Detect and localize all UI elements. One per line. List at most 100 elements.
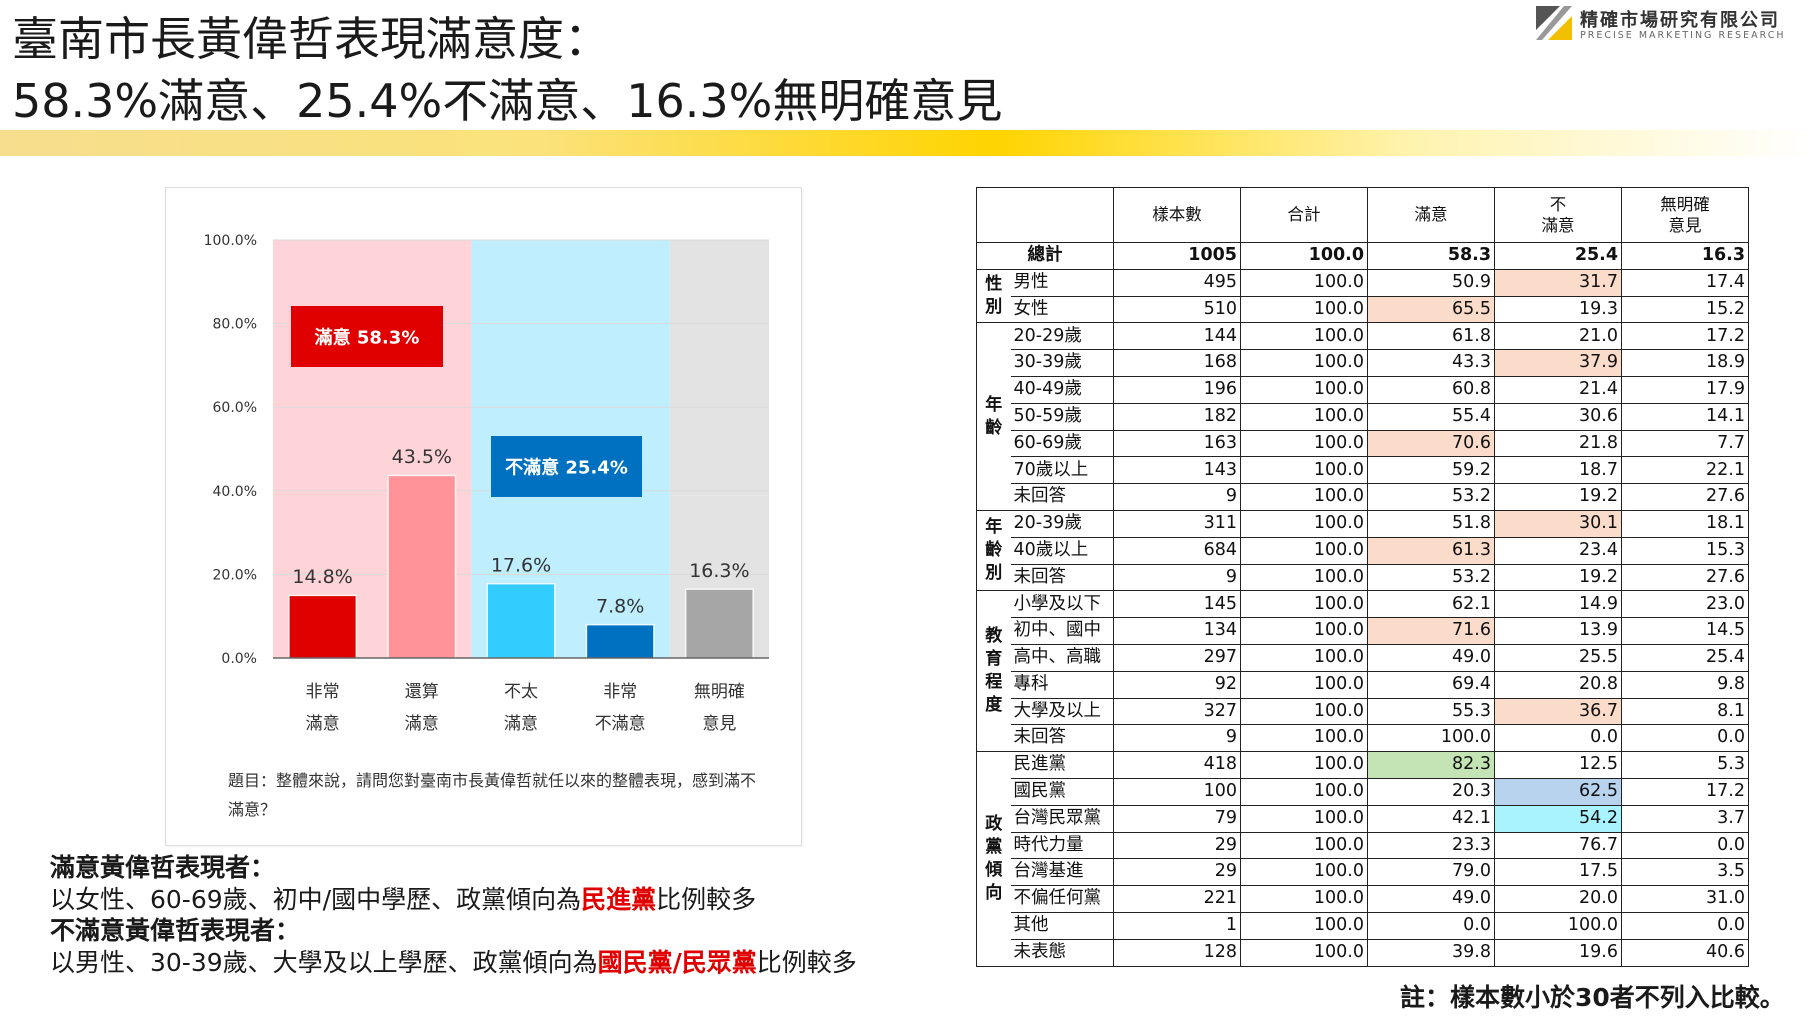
logo-company-name-en: PRECISE MARKETING RESEARCH — [1580, 30, 1786, 41]
y-tick-label-1: 20.0% — [213, 567, 257, 583]
row-label: 20-39歲 — [1010, 509, 1114, 538]
table-cell: 0.0 — [1494, 724, 1622, 753]
table-cell: 79.0 — [1367, 858, 1495, 887]
table-cell: 0.0 — [1621, 724, 1749, 753]
total-value-4: 16.3 — [1621, 242, 1749, 270]
table-cell: 20.0 — [1494, 885, 1622, 913]
table-cell: 27.6 — [1621, 563, 1749, 592]
table-cell: 49.0 — [1367, 643, 1495, 672]
bar-0 — [289, 596, 356, 658]
table-row: 30-39歲 168 100.0 43.3 37.9 18.9 — [977, 349, 1749, 377]
table-row: 50-59歲 182 100.0 55.4 30.6 14.1 — [977, 402, 1749, 431]
table-cell: 0.0 — [1621, 911, 1749, 940]
table-cell: 30.6 — [1494, 402, 1622, 431]
table-cell: 510 — [1113, 295, 1241, 324]
data-label-0: 14.8% — [292, 566, 352, 588]
table-cell: 144 — [1113, 322, 1241, 351]
row-label: 專科 — [1010, 670, 1114, 699]
row-label: 30-39歲 — [1010, 349, 1114, 377]
table-cell: 684 — [1113, 536, 1241, 565]
table-cell: 100.0 — [1240, 429, 1368, 458]
group-band-2 — [669, 240, 769, 658]
data-label-4: 16.3% — [689, 560, 749, 582]
row-label: 民進黨 — [1010, 751, 1114, 779]
table-cell: 21.0 — [1494, 322, 1622, 351]
table-cell: 3.5 — [1621, 858, 1749, 887]
table-cell: 221 — [1113, 885, 1241, 913]
table-row: 時代力量 29 100.0 23.3 76.7 0.0 — [977, 831, 1749, 860]
group-label-1: 不滿意 25.4% — [505, 457, 628, 479]
bar-3 — [587, 625, 654, 658]
table-cell: 100.0 — [1240, 724, 1368, 753]
table-cell: 18.9 — [1621, 349, 1749, 377]
column-header-0: 樣本數 — [1113, 187, 1241, 243]
table-row: 台灣民眾黨 79 100.0 42.1 54.2 3.7 — [977, 804, 1749, 833]
y-tick-label-5: 100.0% — [204, 233, 257, 249]
table-cell: 8.1 — [1621, 697, 1749, 726]
row-label: 初中、國中 — [1010, 617, 1114, 645]
table-cell: 15.3 — [1621, 536, 1749, 565]
table-cell: 9 — [1113, 724, 1241, 753]
y-tick-label-3: 60.0% — [213, 400, 257, 416]
column-header-3: 不滿意 — [1494, 187, 1622, 243]
table-cell: 12.5 — [1494, 751, 1622, 779]
table-cell: 100.0 — [1240, 804, 1368, 833]
table-cell: 17.2 — [1621, 777, 1749, 806]
row-label: 未表態 — [1010, 938, 1114, 967]
table-cell: 51.8 — [1367, 509, 1495, 538]
table-cell: 418 — [1113, 751, 1241, 779]
table-cell: 100.0 — [1240, 268, 1368, 297]
table-cell: 17.9 — [1621, 375, 1749, 404]
table-cell: 61.3 — [1367, 536, 1495, 565]
page-title: 臺南市長黃偉哲表現滿意度： — [12, 12, 610, 66]
table-row: 其他 1 100.0 0.0 100.0 0.0 — [977, 911, 1749, 940]
table-cell: 31.0 — [1621, 885, 1749, 913]
table-row: 未回答 9 100.0 53.2 19.2 27.6 — [977, 483, 1749, 511]
table-row: 政黨傾向 民進黨 418 100.0 82.3 12.5 5.3 — [976, 751, 1749, 967]
summary-block: 滿意黃偉哲表現者： 以女性、60-69歲、初中/國中學歷、政黨傾向為民進黨比例較… — [50, 852, 857, 978]
table-cell: 3.7 — [1621, 804, 1749, 833]
table-row: 未表態 128 100.0 39.8 19.6 40.6 — [977, 938, 1749, 967]
table-cell: 23.4 — [1494, 536, 1622, 565]
table-cell: 23.0 — [1621, 590, 1749, 619]
total-label: 總計 — [976, 242, 1114, 270]
x-tick-label-0-0: 非常 — [306, 682, 340, 702]
x-tick-label-1-1: 滿意 — [405, 714, 439, 734]
table-cell: 100.0 — [1240, 375, 1368, 404]
summary-sat-tail: 比例較多 — [656, 884, 757, 914]
table-cell: 53.2 — [1367, 563, 1495, 592]
data-label-2: 17.6% — [491, 554, 551, 576]
table-cell: 49.0 — [1367, 885, 1495, 913]
table-cell: 168 — [1113, 349, 1241, 377]
table-cell: 30.1 — [1494, 509, 1622, 538]
table-cell: 20.3 — [1367, 777, 1495, 806]
table-row: 台灣基進 29 100.0 79.0 17.5 3.5 — [977, 858, 1749, 887]
x-tick-label-2-0: 不太 — [504, 682, 538, 702]
table-cell: 79 — [1113, 804, 1241, 833]
table-cell: 311 — [1113, 509, 1241, 538]
table-row: 60-69歲 163 100.0 70.6 21.8 7.7 — [977, 429, 1749, 458]
table-cell: 182 — [1113, 402, 1241, 431]
table-row: 大學及以上 327 100.0 55.3 36.7 8.1 — [977, 697, 1749, 726]
table-cell: 100.0 — [1240, 456, 1368, 485]
table-header-row: 樣本數 合計 滿意不滿意 無明確 意見 — [976, 187, 1749, 243]
table-row: 未回答 9 100.0 100.0 0.0 0.0 — [977, 724, 1749, 753]
table-cell: 50.9 — [1367, 268, 1495, 297]
row-label: 台灣基進 — [1010, 858, 1114, 887]
y-tick-label-2: 40.0% — [213, 484, 257, 500]
x-tick-label-3-1: 不滿意 — [595, 714, 646, 734]
table-cell: 196 — [1113, 375, 1241, 404]
table-row: 女性 510 100.0 65.5 19.3 15.2 — [977, 295, 1749, 324]
table-cell: 100.0 — [1240, 670, 1368, 699]
table-row: 性別 男性 495 100.0 50.9 31.7 17.4 — [976, 268, 1749, 324]
table-cell: 0.0 — [1621, 831, 1749, 860]
row-label: 60-69歲 — [1010, 429, 1114, 458]
total-value-2: 58.3 — [1367, 242, 1495, 270]
table-cell: 100.0 — [1240, 349, 1368, 377]
table-cell: 100.0 — [1240, 509, 1368, 538]
table-row: 年齡 20-29歲 144 100.0 61.8 21.0 17.2 — [976, 322, 1749, 511]
table-cell: 13.9 — [1494, 617, 1622, 645]
table-cell: 40.6 — [1621, 938, 1749, 967]
table-cell: 62.1 — [1367, 590, 1495, 619]
summary-dis-heading: 不滿意黃偉哲表現者： — [50, 916, 301, 945]
